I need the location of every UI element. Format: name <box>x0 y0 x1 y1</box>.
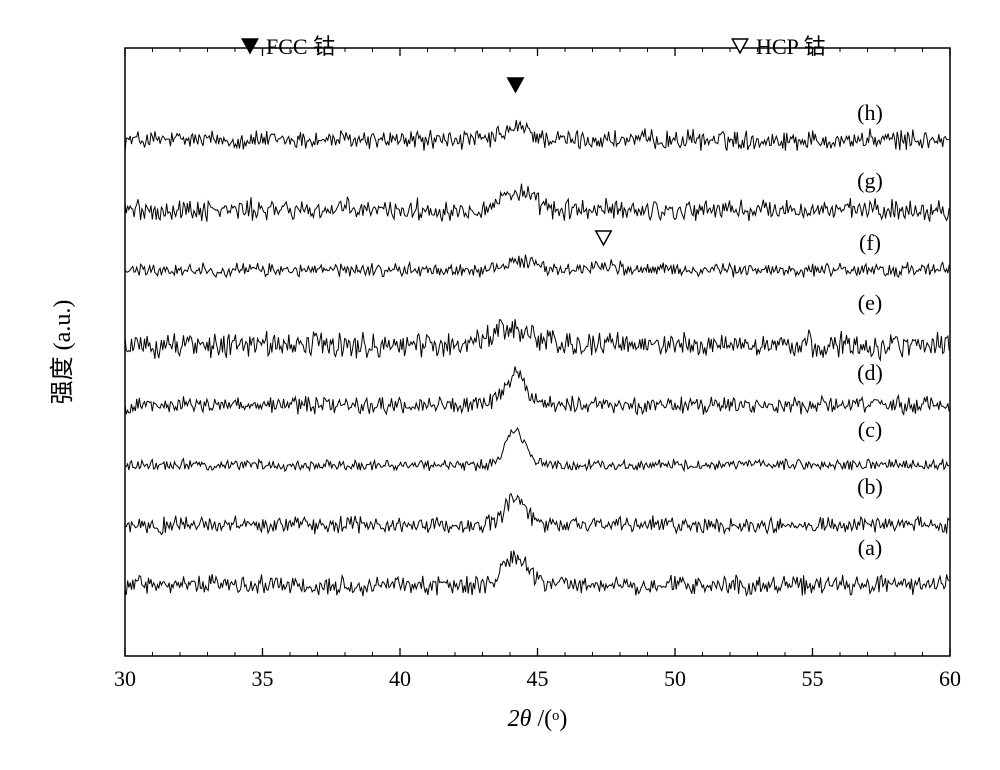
svg-text:35: 35 <box>252 666 274 691</box>
svg-text:30: 30 <box>114 666 136 691</box>
svg-text:55: 55 <box>802 666 824 691</box>
svg-text:(d): (d) <box>857 360 883 385</box>
svg-text:(h): (h) <box>857 100 883 125</box>
svg-text:2θ /(o): 2θ /(o) <box>508 706 568 732</box>
svg-text:(f): (f) <box>859 230 881 255</box>
svg-text:45: 45 <box>527 666 549 691</box>
svg-text:HCP 钴: HCP 钴 <box>756 34 825 59</box>
svg-text:(a): (a) <box>858 535 882 560</box>
xrd-chart: 30 35 40 45 50 55 60 2θ /(o) 强度 (a.u.) (h) (g) (f) (… <box>0 0 1000 770</box>
svg-text:(c): (c) <box>858 417 882 442</box>
svg-text:60: 60 <box>939 666 961 691</box>
svg-text:40: 40 <box>389 666 411 691</box>
svg-text:强度 (a.u.): 强度 (a.u.) <box>49 300 76 405</box>
svg-text:50: 50 <box>664 666 686 691</box>
svg-text:(e): (e) <box>858 290 882 315</box>
svg-text:FCC 钴: FCC 钴 <box>266 34 335 59</box>
svg-text:(b): (b) <box>857 474 883 499</box>
svg-text:(g): (g) <box>857 168 883 193</box>
